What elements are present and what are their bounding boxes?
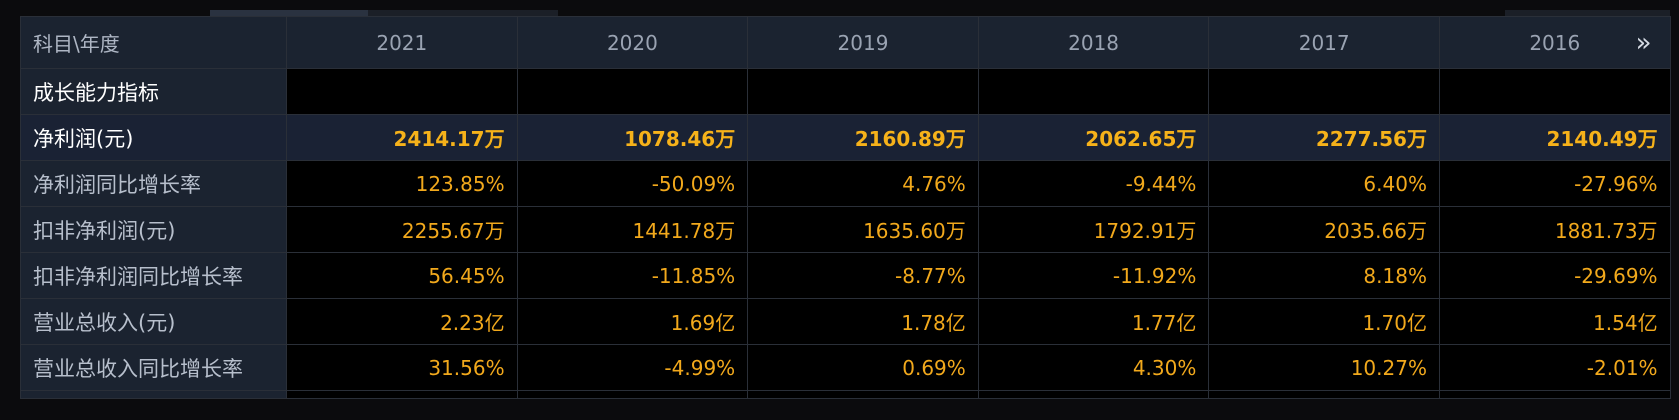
value-cell: 2160.89万 (747, 114, 979, 161)
value-cell-partial (977, 390, 1210, 399)
value-cell: 1.69亿 (516, 298, 749, 345)
financial-indicators-table: 科目\年度 2021 2020 2019 2018 2017 2016 » 成长… (20, 16, 1671, 399)
value-cell: 1792.91万 (977, 206, 1210, 253)
value-cell: 1078.46万 (516, 114, 749, 161)
value-cell: 1635.60万 (747, 206, 979, 253)
section-cell (1438, 68, 1671, 115)
value-cell: 8.18% (1208, 252, 1440, 299)
row-label: 扣非净利润(元) (20, 206, 287, 253)
year-header-2019[interactable]: 2019 (747, 16, 979, 69)
section-title: 成长能力指标 (20, 68, 287, 115)
section-cell (977, 68, 1210, 115)
value-cell: 1.78亿 (747, 298, 979, 345)
row-label: 营业总收入同比增长率 (20, 344, 287, 391)
header-label: 科目\年度 (20, 16, 287, 69)
value-cell: 0.69% (747, 344, 979, 391)
table-header-row: 科目\年度 2021 2020 2019 2018 2017 2016 » (20, 16, 1671, 69)
value-cell: -29.69% (1438, 252, 1671, 299)
section-cell (286, 68, 518, 115)
value-cell: 2035.66万 (1208, 206, 1440, 253)
year-header-2017[interactable]: 2017 (1208, 16, 1440, 69)
value-cell: 2062.65万 (977, 114, 1210, 161)
value-cell: 1881.73万 (1438, 206, 1671, 253)
value-cell-partial (747, 390, 979, 399)
tab-indicator-active[interactable] (210, 10, 368, 16)
value-cell: 4.76% (747, 160, 979, 207)
value-cell: 6.40% (1208, 160, 1440, 207)
year-header-2018[interactable]: 2018 (977, 16, 1210, 69)
value-cell: -27.96% (1438, 160, 1671, 207)
year-header-2016[interactable]: 2016 » (1438, 16, 1671, 69)
value-cell: 2.23亿 (286, 298, 518, 345)
value-cell: 2140.49万 (1438, 114, 1671, 161)
value-cell-partial (1208, 390, 1440, 399)
double-chevron-right-icon[interactable]: » (1635, 27, 1652, 58)
value-cell: -11.85% (516, 252, 749, 299)
tab-indicator[interactable] (1505, 10, 1670, 16)
row-label: 净利润(元) (20, 114, 287, 161)
value-cell-partial (286, 390, 518, 399)
value-cell: 1.77亿 (977, 298, 1210, 345)
tab-indicator[interactable] (368, 10, 558, 16)
value-cell-partial (1438, 390, 1671, 399)
value-cell-partial (516, 390, 749, 399)
row-label-partial (20, 390, 287, 399)
table-row[interactable]: 净利润(元) 2414.17万 1078.46万 2160.89万 2062.6… (20, 114, 1671, 161)
value-cell: -9.44% (977, 160, 1210, 207)
value-cell: -8.77% (747, 252, 979, 299)
section-cell (1208, 68, 1440, 115)
year-header-2016-label: 2016 (1529, 30, 1581, 55)
value-cell: 31.56% (286, 344, 518, 391)
value-cell: -50.09% (516, 160, 749, 207)
year-header-2021[interactable]: 2021 (286, 16, 518, 69)
section-cell (516, 68, 749, 115)
table-row[interactable]: 净利润同比增长率 123.85% -50.09% 4.76% -9.44% 6.… (20, 160, 1671, 207)
value-cell: -4.99% (516, 344, 749, 391)
section-cell (747, 68, 979, 115)
top-tab-strip (0, 0, 1679, 16)
section-row: 成长能力指标 (20, 68, 1671, 115)
year-header-2020[interactable]: 2020 (516, 16, 749, 69)
row-label: 营业总收入(元) (20, 298, 287, 345)
value-cell: 4.30% (977, 344, 1210, 391)
value-cell: 2277.56万 (1208, 114, 1440, 161)
value-cell: 1441.78万 (516, 206, 749, 253)
row-label: 净利润同比增长率 (20, 160, 287, 207)
table-row[interactable]: 营业总收入同比增长率 31.56% -4.99% 0.69% 4.30% 10.… (20, 344, 1671, 391)
value-cell: 10.27% (1208, 344, 1440, 391)
table-row[interactable]: 扣非净利润同比增长率 56.45% -11.85% -8.77% -11.92%… (20, 252, 1671, 299)
value-cell: 1.70亿 (1208, 298, 1440, 345)
value-cell: 2255.67万 (286, 206, 518, 253)
value-cell: -2.01% (1438, 344, 1671, 391)
table-row[interactable]: 营业总收入(元) 2.23亿 1.69亿 1.78亿 1.77亿 1.70亿 1… (20, 298, 1671, 345)
table-row[interactable]: 扣非净利润(元) 2255.67万 1441.78万 1635.60万 1792… (20, 206, 1671, 253)
table-row-partial (20, 390, 1671, 399)
row-label: 扣非净利润同比增长率 (20, 252, 287, 299)
value-cell: 56.45% (286, 252, 518, 299)
value-cell: 123.85% (286, 160, 518, 207)
value-cell: 2414.17万 (286, 114, 518, 161)
value-cell: -11.92% (977, 252, 1210, 299)
value-cell: 1.54亿 (1438, 298, 1671, 345)
